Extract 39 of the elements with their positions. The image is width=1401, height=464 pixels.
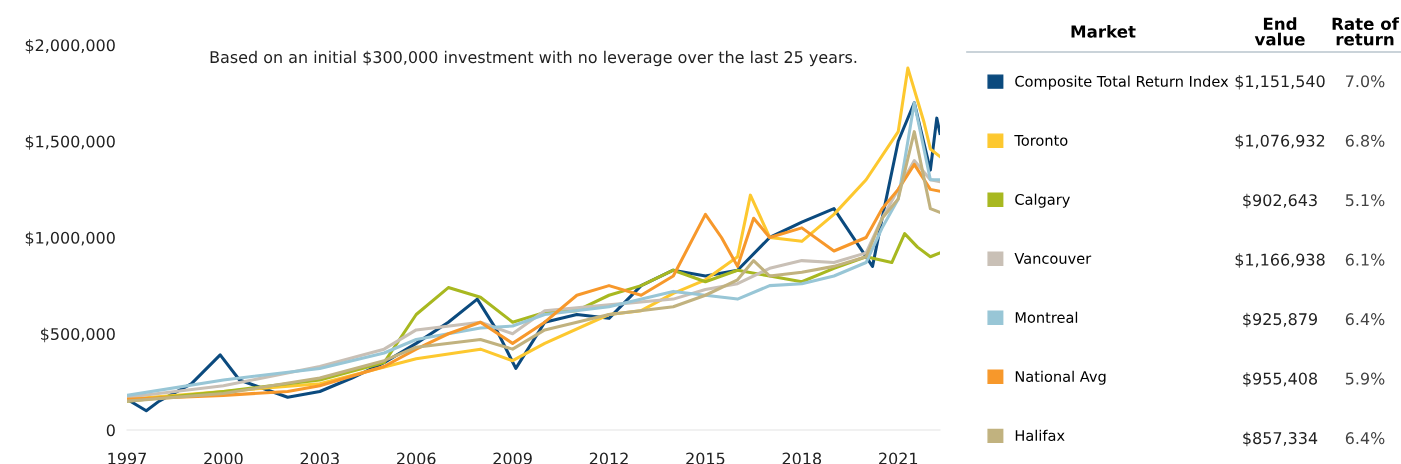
x-tick-label: 2006 — [397, 452, 436, 464]
y-tick-label: $1,000,000 — [25, 231, 115, 246]
text: 5.1% — [1345, 194, 1385, 207]
text: Rate of return — [1332, 17, 1400, 46]
legend-title: Market — [1071, 24, 1136, 38]
x-tick-label: 2003 — [300, 452, 339, 464]
chart-title: Based on an initial $300,000 investment with no leverage over the last 25 years. — [210, 50, 857, 67]
text: 5.9% — [1345, 372, 1385, 385]
x-tick-label: 2009 — [493, 452, 532, 464]
y-tick-label: $2,000,000 — [25, 38, 115, 54]
legend-label: Composite Total Return Index — [1015, 75, 1229, 90]
x-tick-label: 2012 — [589, 452, 628, 464]
text: $1,151,540 — [1235, 74, 1325, 90]
text: $955,408 — [1243, 372, 1318, 387]
x-tick-label: 2000 — [204, 452, 243, 464]
legend-label: Vancouver — [1014, 253, 1092, 264]
text: $925,879 — [1243, 312, 1317, 328]
text: 7.0% — [1346, 75, 1385, 88]
legend-label: Toronto — [1014, 135, 1068, 146]
text: 6.8% — [1345, 134, 1385, 147]
text: $857,334 — [1243, 431, 1318, 447]
y-tick-label: $1,500,000 — [25, 135, 115, 150]
text: 6.4% — [1345, 432, 1385, 445]
legend-label: National Avg — [1015, 370, 1106, 385]
legend-label: Montreal — [1015, 311, 1078, 323]
text: $902,643 — [1243, 193, 1317, 209]
text: End value — [1254, 17, 1305, 46]
x-tick-label: 1997 — [108, 452, 146, 464]
legend-label: Calgary — [1015, 193, 1070, 208]
text: $1,076,932 — [1235, 134, 1325, 149]
x-tick-label: 2015 — [686, 452, 725, 464]
text: 6.1% — [1345, 253, 1385, 266]
legend-label: Halifax — [1015, 429, 1065, 442]
x-tick-label: 2018 — [782, 452, 822, 464]
x-tick-label: 2021 — [879, 452, 918, 464]
text: 6.4% — [1345, 313, 1385, 326]
y-tick-label: 0 — [106, 424, 115, 437]
text: $1,166,938 — [1235, 253, 1325, 268]
y-tick-label: $500,000 — [41, 327, 115, 343]
